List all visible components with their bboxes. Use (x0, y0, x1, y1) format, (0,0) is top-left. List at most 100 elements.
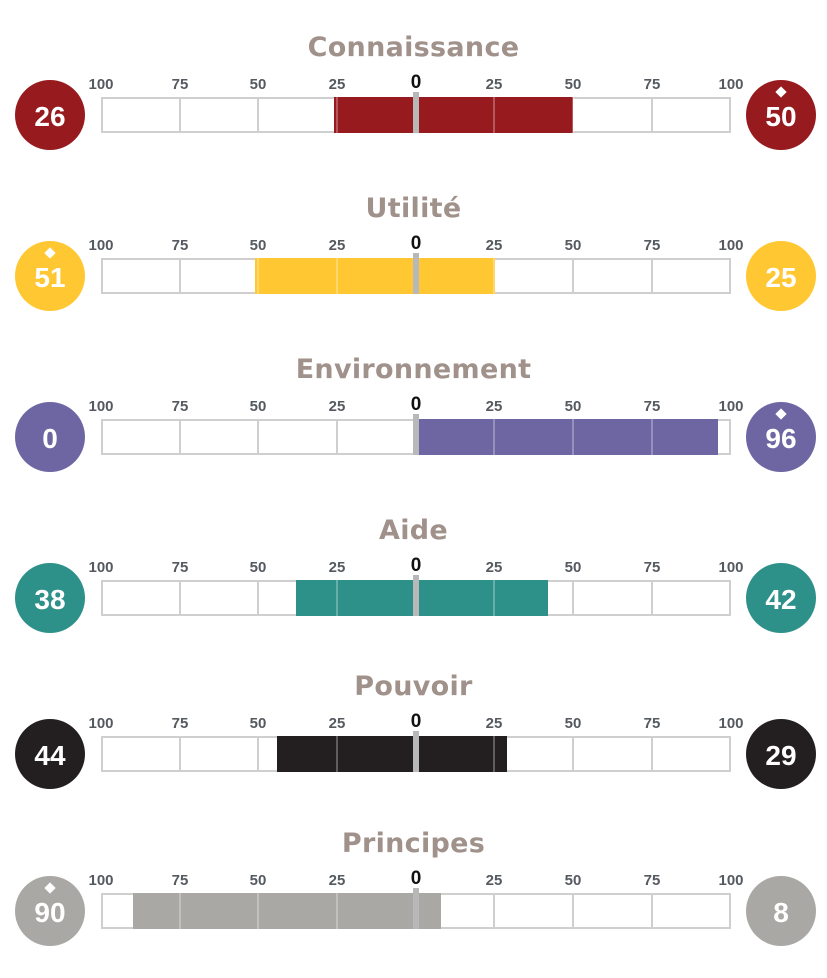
diamond-marker-icon (44, 882, 56, 894)
scale-tick-label: 75 (643, 398, 661, 415)
gridline (493, 419, 495, 455)
gridline (493, 893, 495, 929)
scale-tick-label: 25 (485, 398, 503, 415)
gridline (336, 97, 338, 133)
gridline (572, 258, 574, 294)
gridline (336, 258, 338, 294)
scale-tick-label: 100 (88, 237, 114, 254)
scale-tick-label: 75 (171, 872, 189, 889)
value-bar (416, 419, 719, 455)
scale-tick-label: 0 (410, 555, 422, 576)
right-value-label: 96 (765, 423, 797, 454)
gridline (257, 258, 259, 294)
value-bar (132, 893, 442, 929)
row-title: Principes (341, 828, 486, 859)
scale-tick-label: 75 (171, 237, 189, 254)
right-value-label: 29 (765, 740, 797, 771)
right-value-label: 8 (773, 897, 789, 928)
left-value-label: 51 (34, 262, 66, 293)
right-value-badge: 8 (746, 876, 816, 946)
left-value-label: 38 (34, 584, 66, 615)
scale-tick-label: 50 (564, 76, 582, 93)
gridline (493, 258, 495, 294)
right-value-badge: 50 (746, 80, 816, 150)
scale-tick-label: 25 (485, 872, 503, 889)
center-zero-line (413, 92, 419, 133)
scale-tick-label: 75 (643, 76, 661, 93)
gridline (336, 893, 338, 929)
scale-tick-label: 0 (410, 711, 422, 732)
right-value-badge: 25 (746, 241, 816, 311)
gridline (179, 736, 181, 772)
gridline (257, 736, 259, 772)
left-value-badge: 26 (15, 80, 85, 150)
gridline (651, 97, 653, 133)
metric-row: Utilité 100 75 50 25 0 25 50 75 100 51 25 (0, 193, 827, 343)
scale-tick-label: 75 (643, 559, 661, 576)
metric-row: Principes 100 75 50 25 0 25 50 75 100 90 8 (0, 828, 827, 978)
gridline (651, 736, 653, 772)
scale-tick-label: 100 (88, 76, 114, 93)
right-value-badge: 96 (746, 402, 816, 472)
scale-tick-label: 25 (328, 76, 346, 93)
scale-tick-label: 75 (171, 715, 189, 732)
scale-tick-label: 75 (643, 872, 661, 889)
row-title: Connaissance (307, 32, 520, 63)
gridline (651, 580, 653, 616)
left-value-label: 0 (42, 423, 58, 454)
gridline (493, 580, 495, 616)
scale-tick-label: 25 (485, 237, 503, 254)
gridline (651, 419, 653, 455)
gridline (257, 97, 259, 133)
scale-tick-label: 50 (249, 398, 267, 415)
scale-tick-label: 25 (328, 715, 346, 732)
row-title: Aide (379, 515, 448, 546)
gridline (651, 893, 653, 929)
scale-tick-label: 50 (249, 872, 267, 889)
gridline (179, 258, 181, 294)
left-value-label: 44 (34, 740, 66, 771)
gridline (493, 736, 495, 772)
gridline (336, 419, 338, 455)
left-value-badge: 44 (15, 719, 85, 789)
row-title: Utilité (365, 193, 462, 224)
gridline (572, 97, 574, 133)
scale-tick-label: 75 (643, 715, 661, 732)
gridline (179, 97, 181, 133)
row-title: Pouvoir (354, 671, 473, 702)
left-value-label: 90 (34, 897, 66, 928)
scale-tick-label: 100 (718, 559, 744, 576)
diamond-marker-icon (44, 247, 56, 259)
scale-tick-label: 25 (485, 559, 503, 576)
scale-tick-label: 75 (171, 76, 189, 93)
center-zero-line (413, 888, 419, 929)
scale-tick-label: 50 (249, 715, 267, 732)
scale-tick-label: 25 (485, 76, 503, 93)
scale-tick-label: 0 (410, 233, 422, 254)
scale-tick-label: 25 (328, 398, 346, 415)
gridline (572, 893, 574, 929)
center-zero-line (413, 731, 419, 772)
scale-tick-label: 25 (328, 237, 346, 254)
metric-row: Pouvoir 100 75 50 25 0 25 50 75 100 44 29 (0, 671, 827, 821)
center-zero-line (413, 414, 419, 455)
row-title: Environnement (295, 354, 532, 385)
scale-tick-label: 50 (564, 398, 582, 415)
scale-tick-label: 25 (328, 559, 346, 576)
value-bar (296, 580, 549, 616)
scale-tick-label: 0 (410, 394, 422, 415)
gridline (336, 580, 338, 616)
scale-tick-label: 100 (718, 76, 744, 93)
center-zero-line (413, 575, 419, 616)
scale-tick-label: 100 (718, 398, 744, 415)
left-value-badge: 0 (15, 402, 85, 472)
gridline (651, 258, 653, 294)
right-value-badge: 29 (746, 719, 816, 789)
gridline (572, 736, 574, 772)
diamond-marker-icon (775, 408, 787, 420)
value-bar (277, 736, 508, 772)
left-value-badge: 51 (15, 241, 85, 311)
scale-tick-label: 100 (718, 237, 744, 254)
scale-tick-label: 100 (718, 872, 744, 889)
